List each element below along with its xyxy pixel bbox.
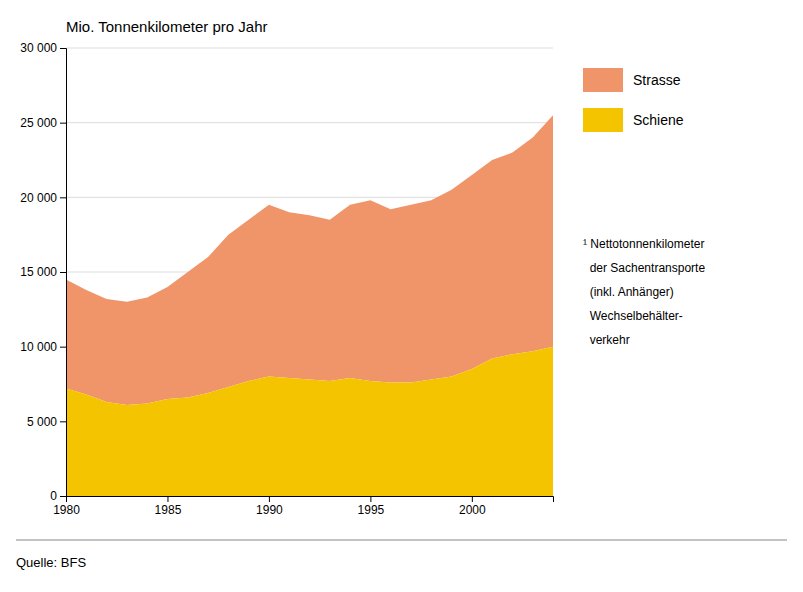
y-tick-mark: [60, 347, 66, 348]
x-axis-line: [67, 497, 554, 503]
plot: 0 5 000 10 000 15 000 20 000 25 000 30 000 1980…: [20, 41, 553, 516]
x-tick: 1995: [358, 496, 385, 517]
x-tick-label: 1980: [53, 503, 80, 517]
y-tick-label: 30 000: [20, 41, 57, 55]
y-tick: 25 000: [20, 116, 66, 130]
x-tick-label: 1995: [358, 503, 385, 517]
y-tick: 15 000: [20, 265, 66, 279]
y-tick: 0: [50, 489, 66, 503]
x-tick-label: 2000: [459, 503, 486, 517]
y-tick-label: 25 000: [20, 116, 57, 130]
x-tick-mark: [167, 496, 168, 502]
legend-swatch: [583, 68, 623, 92]
y-tick-label: 5 000: [27, 415, 57, 429]
legend: Strasse Schiene: [583, 68, 684, 132]
grid-line: [66, 48, 553, 49]
grid: [66, 48, 553, 496]
x-tick-label: 1990: [256, 503, 283, 517]
y-tick-label: 0: [50, 489, 57, 503]
area: [66, 347, 553, 496]
footnote: ¹ Nettotonnenkilometer der Sachentranspo…: [583, 237, 705, 347]
x-tick-label: 1985: [155, 503, 182, 517]
separator: [16, 540, 787, 541]
y-axis: 0 5 000 10 000 15 000 20 000 25 000 30 000: [20, 41, 66, 503]
x-axis: 1980 1985 1990 1995 2000: [53, 496, 553, 517]
x-tick-mark: [472, 496, 473, 502]
footnote-line: ¹ Nettotonnenkilometer: [583, 237, 704, 251]
x-tick-mark: [66, 496, 67, 502]
y-tick: 20 000: [20, 191, 66, 205]
footnote-line: (inkl. Anhänger): [583, 285, 674, 299]
grid-line: [66, 122, 553, 123]
legend-label: Schiene: [633, 112, 684, 128]
chart: 0 5 000 10 000 15 000 20 000 25 000 30 000 1980…: [0, 0, 803, 592]
x-tick-mark: [370, 496, 371, 502]
y-tick: 10 000: [20, 340, 66, 354]
legend-swatch: [583, 108, 623, 132]
y-tick-mark: [60, 48, 66, 49]
y-axis-line: [60, 49, 67, 497]
x-tick: 1990: [256, 496, 283, 517]
y-tick-label: 10 000: [20, 340, 57, 354]
x-tick: 1985: [155, 496, 182, 517]
title: Mio. Tonnenkilometer pro Jahr: [66, 18, 268, 35]
x-tick: 1980: [53, 496, 80, 517]
y-tick-mark: [60, 421, 66, 422]
x-tick-mark: [269, 496, 270, 502]
legend-label: Strasse: [633, 72, 681, 88]
source: Quelle: BFS: [16, 555, 86, 570]
y-tick-mark: [60, 123, 66, 124]
footnote-line: verkehr: [583, 333, 630, 347]
footnote-line: der Sachentransporte: [583, 261, 705, 275]
y-tick-mark: [60, 272, 66, 273]
y-tick-mark: [60, 496, 66, 497]
x-tick: 2000: [459, 496, 486, 517]
y-tick: 30 000: [20, 41, 66, 55]
y-tick-label: 20 000: [20, 191, 57, 205]
y-tick: 5 000: [27, 415, 66, 429]
y-tick-label: 15 000: [20, 265, 57, 279]
y-tick-mark: [60, 197, 66, 198]
areas: [66, 115, 553, 496]
area: [66, 115, 553, 405]
footnote-line: Wechselbehälter-: [583, 309, 683, 323]
